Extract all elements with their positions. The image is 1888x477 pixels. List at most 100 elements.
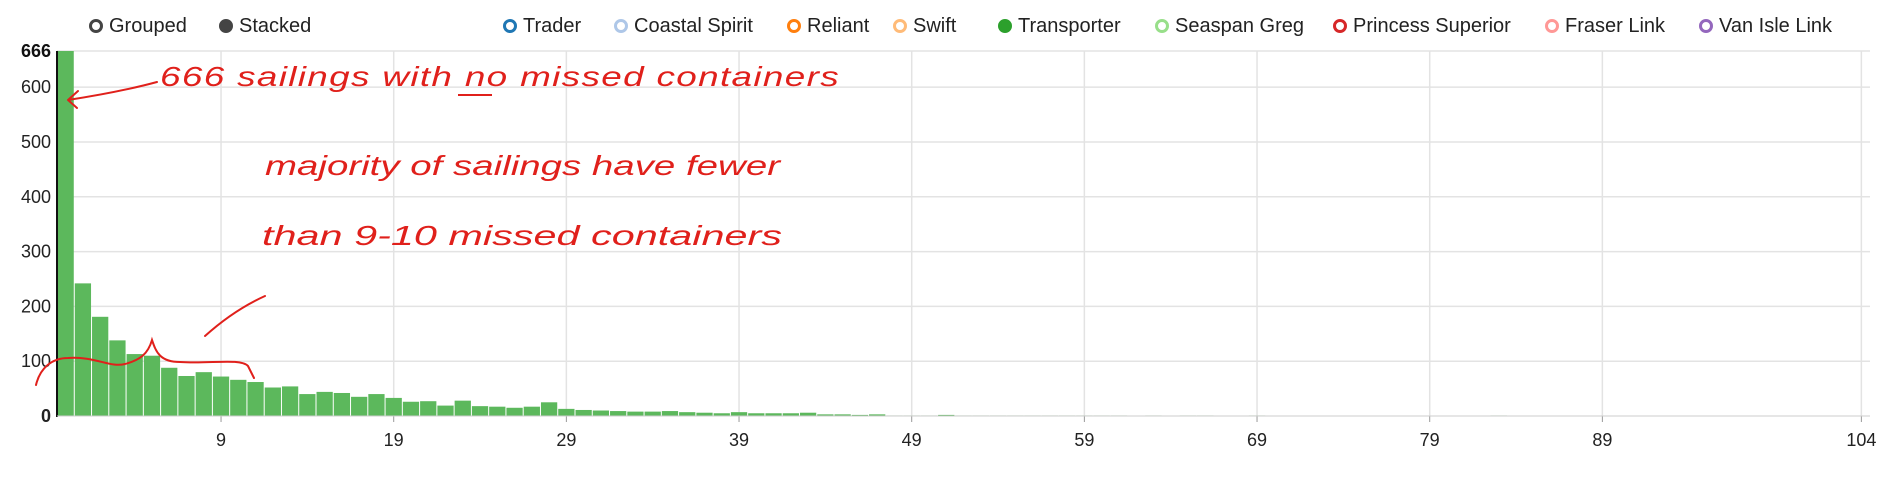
legend-circle-icon: [1333, 19, 1347, 33]
legend-item-transporter[interactable]: Transporter: [998, 13, 1121, 39]
legend-circle-icon: [1545, 19, 1559, 33]
bar[interactable]: [730, 412, 748, 416]
gridlines: [57, 50, 1870, 416]
bar[interactable]: [696, 412, 713, 416]
x-tick-label: 49: [902, 430, 922, 450]
legend-item-trader[interactable]: Trader: [503, 13, 581, 39]
bar[interactable]: [799, 412, 817, 416]
bar[interactable]: [212, 376, 230, 416]
bar-series-transporter: [57, 51, 1507, 416]
stacked-label: Stacked: [239, 14, 312, 37]
x-tick-label: 104: [1846, 430, 1876, 450]
legend-label: Seaspan Greg: [1175, 14, 1304, 37]
bar[interactable]: [264, 387, 281, 416]
annotation-underline-curve: [35, 336, 255, 386]
legend-circle-icon: [893, 19, 907, 33]
bar[interactable]: [540, 402, 558, 416]
legend-circle-icon: [1699, 19, 1713, 33]
annotation-text: majority of sailings have fewer: [265, 150, 782, 181]
bar[interactable]: [610, 411, 627, 416]
bar[interactable]: [523, 406, 540, 416]
x-tick-label: 29: [556, 430, 576, 450]
annotation-text: than 9-10 missed containers: [262, 220, 782, 251]
y-tick-label: 600: [21, 77, 51, 97]
x-tick-label: 9: [216, 430, 226, 450]
legend-item-swift[interactable]: Swift: [893, 13, 956, 39]
y-tick-label: 200: [21, 296, 51, 316]
legend-item-princess-superior[interactable]: Princess Superior: [1333, 13, 1511, 39]
legend-label: Coastal Spirit: [634, 14, 753, 37]
grouped-radio[interactable]: Grouped: [89, 13, 187, 39]
stacked-radio[interactable]: Stacked: [219, 13, 311, 39]
legend-item-reliant[interactable]: Reliant: [787, 13, 869, 39]
bar[interactable]: [817, 414, 834, 416]
legend-label: Trader: [523, 14, 582, 37]
x-tick-label: 39: [729, 430, 749, 450]
bar[interactable]: [454, 400, 471, 416]
bar[interactable]: [489, 406, 506, 416]
bar[interactable]: [402, 401, 420, 416]
bar[interactable]: [851, 414, 869, 416]
bar[interactable]: [143, 355, 161, 416]
legend-circle-icon: [787, 19, 801, 33]
bar[interactable]: [627, 411, 644, 416]
bar[interactable]: [420, 401, 437, 416]
bar[interactable]: [195, 372, 212, 416]
bar[interactable]: [644, 411, 661, 416]
y-tick-label: 400: [21, 187, 51, 207]
bar[interactable]: [661, 411, 679, 416]
bar[interactable]: [437, 405, 454, 416]
legend-label: Princess Superior: [1353, 14, 1511, 37]
bar[interactable]: [782, 413, 799, 416]
bar[interactable]: [316, 391, 333, 416]
grouped-label: Grouped: [109, 14, 187, 37]
legend-item-fraser-link[interactable]: Fraser Link: [1545, 13, 1665, 39]
bar[interactable]: [368, 394, 385, 416]
bar[interactable]: [351, 396, 368, 416]
bar[interactable]: [869, 414, 886, 416]
bar[interactable]: [385, 397, 402, 416]
bar[interactable]: [126, 354, 143, 416]
bar[interactable]: [471, 406, 489, 416]
bar[interactable]: [713, 413, 730, 416]
bar[interactable]: [92, 316, 109, 416]
bar[interactable]: [57, 51, 74, 416]
y-tick-label: 0: [41, 406, 51, 426]
x-tick-label: 69: [1247, 430, 1267, 450]
bar[interactable]: [834, 414, 851, 416]
radio-filled-icon: [219, 19, 233, 33]
bar[interactable]: [109, 340, 126, 416]
bar[interactable]: [506, 407, 523, 416]
bar[interactable]: [592, 410, 610, 416]
handwritten-annotations: 666 sailings with no missed containers ma…: [35, 61, 840, 386]
bar[interactable]: [281, 386, 299, 416]
bar[interactable]: [161, 367, 178, 416]
legend-item-van-isle-link[interactable]: Van Isle Link: [1699, 13, 1832, 39]
annotation-text: 666 sailings with no missed containers: [160, 61, 840, 92]
bar[interactable]: [178, 375, 195, 416]
legend-circle-icon: [1155, 19, 1169, 33]
bar[interactable]: [74, 283, 92, 416]
bar[interactable]: [575, 409, 592, 416]
bar[interactable]: [230, 379, 247, 416]
bar[interactable]: [938, 414, 955, 416]
bar[interactable]: [765, 413, 782, 416]
bar[interactable]: [299, 394, 316, 416]
legend-item-coastal-spirit[interactable]: Coastal Spirit: [614, 13, 753, 39]
radio-empty-icon: [89, 19, 103, 33]
annotation-pointer-stroke: [204, 295, 266, 337]
y-max-label: 666: [21, 41, 51, 61]
y-tick-label: 300: [21, 242, 51, 262]
legend-filled-circle-icon: [998, 19, 1012, 33]
axes: 0 100 200 300 400 500 600 666 9 19 29 39 49 59 69 79 89 1…: [21, 41, 1876, 450]
bar[interactable]: [247, 382, 264, 416]
legend-label: Fraser Link: [1565, 14, 1666, 37]
bar[interactable]: [333, 392, 351, 416]
x-tick-label: 19: [384, 430, 404, 450]
bar[interactable]: [679, 412, 696, 416]
chart-controls: Grouped Stacked Trader Coastal Spirit Reli…: [0, 0, 1888, 50]
bar[interactable]: [748, 413, 765, 416]
bar[interactable]: [558, 408, 575, 416]
legend-item-seaspan-greg[interactable]: Seaspan Greg: [1155, 13, 1304, 39]
